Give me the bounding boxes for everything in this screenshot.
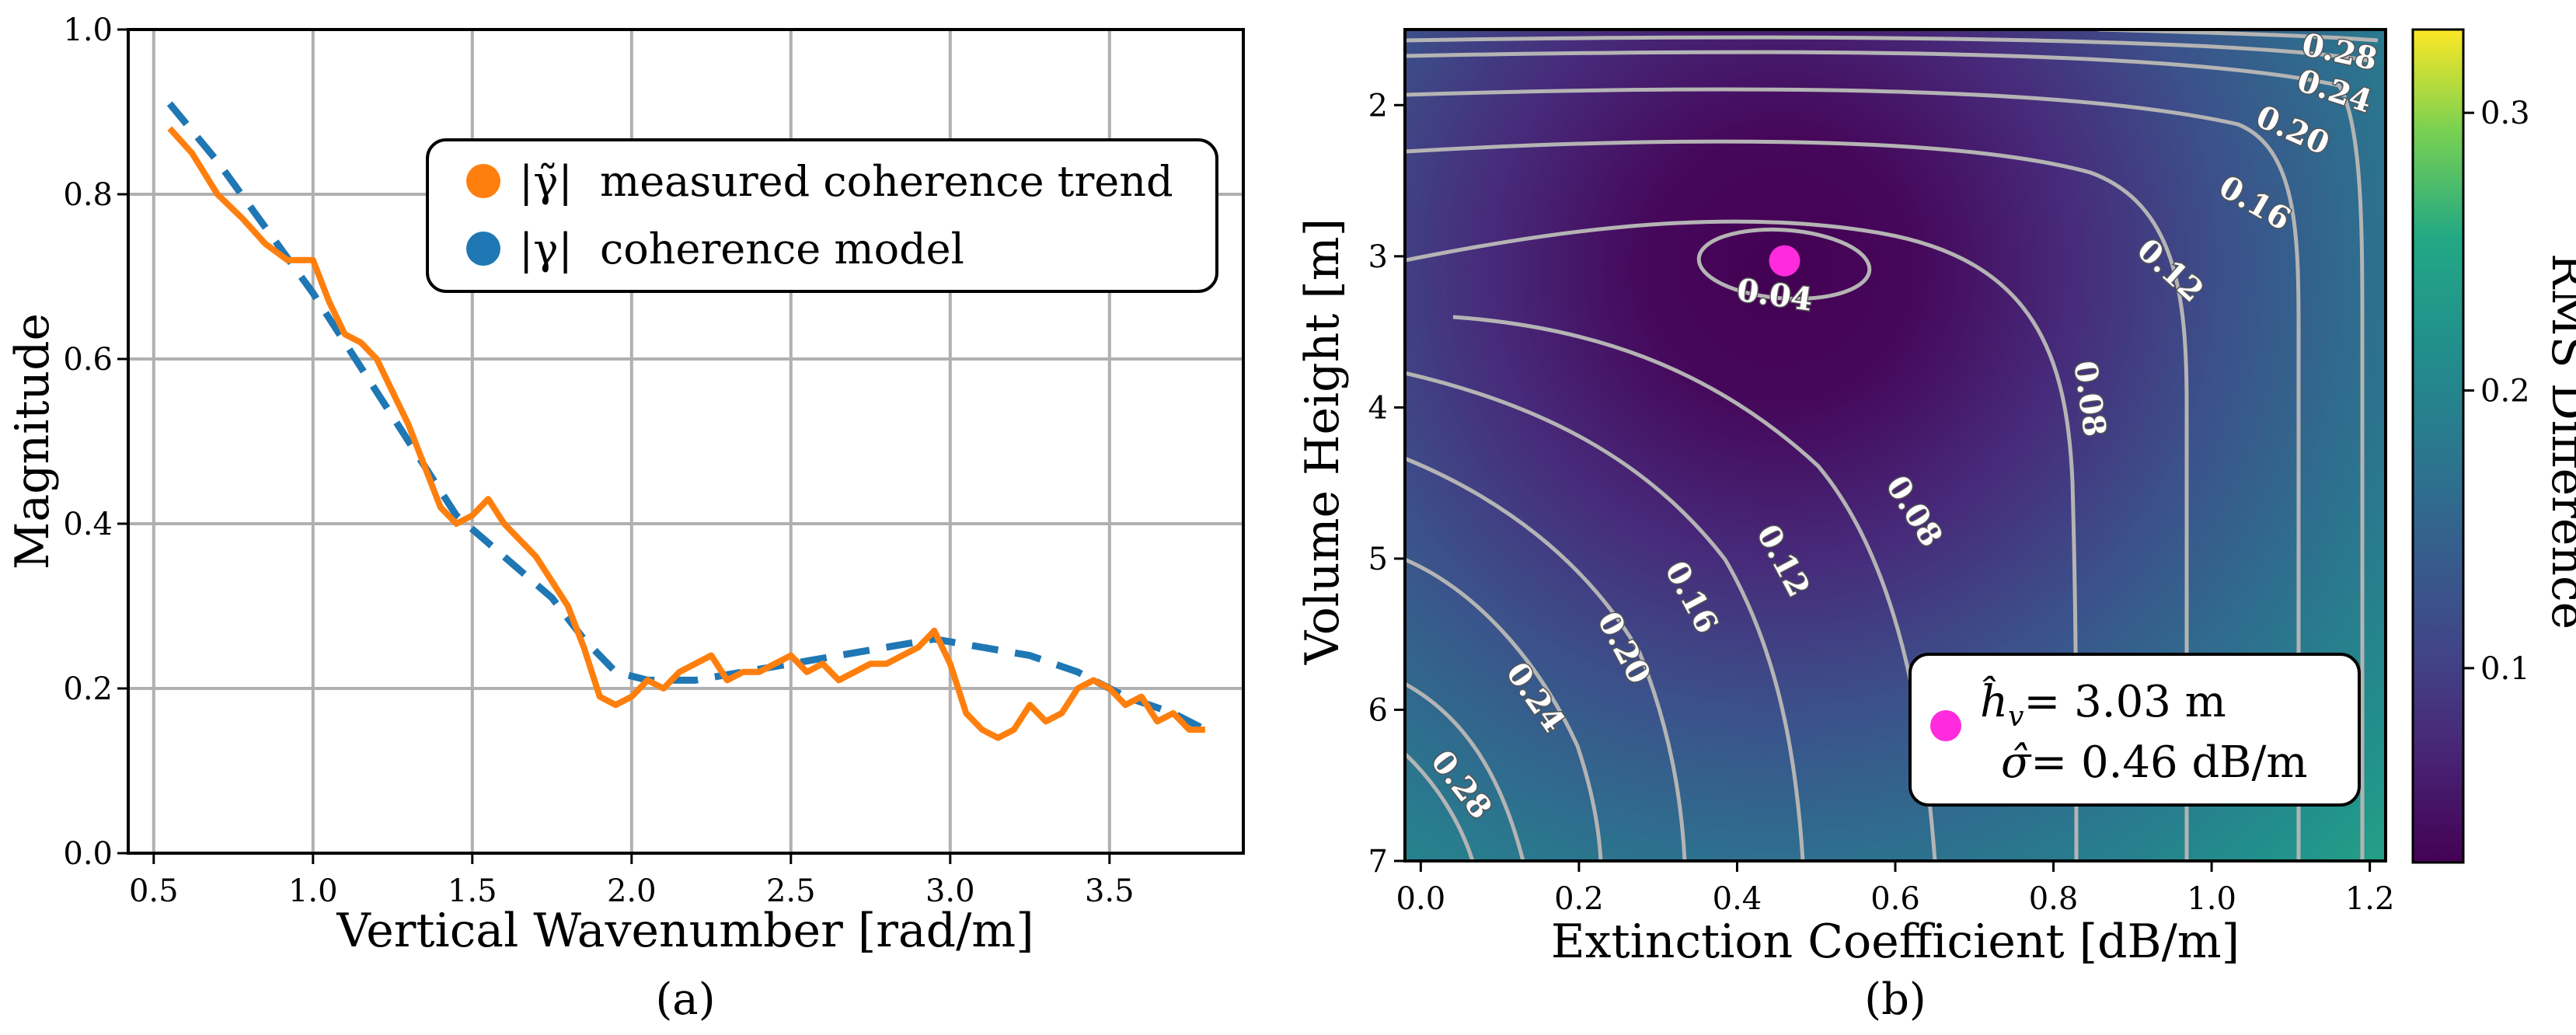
contour-024 xyxy=(1405,35,2369,63)
colorbar-tick-label: 0.3 xyxy=(2480,96,2530,131)
contour-020-left xyxy=(1405,557,1603,861)
contour-016 xyxy=(1405,87,2301,861)
legend-label-model: coherence model xyxy=(600,225,964,274)
rms-xtick-label: 0.8 xyxy=(2029,881,2079,917)
estimate-marker xyxy=(1769,245,1800,277)
rms-xtick-label: 0.0 xyxy=(1396,881,1446,917)
coherence-ytick-label: 0.8 xyxy=(63,177,113,213)
legend-symbol-model: |γ| xyxy=(519,225,573,274)
coherence-ytick-label: 1.0 xyxy=(63,12,113,48)
coherence-legend: |γ̃| measured coherence trend |γ| cohere… xyxy=(426,138,1218,293)
contour-020 xyxy=(1405,50,2365,861)
coherence-ytick-label: 0.6 xyxy=(63,342,113,378)
rms-ytick-label: 3 xyxy=(1368,239,1388,275)
rms-xtick-label: 1.2 xyxy=(2345,881,2395,917)
rms-panel: 0.04 0.08 0.08 0.12 0.12 0.16 0.16 0.20 … xyxy=(1295,25,2576,1025)
rms-ytick-label: 2 xyxy=(1368,88,1388,124)
contour-004 xyxy=(1696,227,1872,301)
coherence-ticks: 0.5 1.0 1.5 2.0 2.5 3.0 3.5 0.0 0.2 0.4 0.6 0.8 1.0 xyxy=(63,12,1134,909)
legend-box xyxy=(426,138,1218,293)
rms-ytick-label: 7 xyxy=(1368,844,1388,880)
coherence-xtick-label: 3.0 xyxy=(925,873,975,909)
contour-016-left xyxy=(1405,456,1687,861)
coherence-model-line xyxy=(166,101,1207,733)
coherence-xtick-label: 2.5 xyxy=(766,873,816,909)
colorbar-tick-label: 0.1 xyxy=(2480,651,2530,687)
estimate-legend-marker xyxy=(1930,710,1961,741)
coherence-xtick-label: 1.5 xyxy=(448,873,497,909)
legend-marker-measured xyxy=(466,164,500,198)
colorbar-ticks: 0.1 0.2 0.3 xyxy=(2463,96,2530,687)
coherence-ylabel: Magnitude xyxy=(5,313,60,570)
coherence-axes-frame xyxy=(127,28,1245,855)
panel-b-label: (b) xyxy=(1864,974,1926,1025)
coherence-xtick-label: 0.5 xyxy=(129,873,179,909)
rms-xtick-label: 1.0 xyxy=(2187,881,2236,917)
rms-contours xyxy=(1405,30,2379,861)
legend-label-measured: measured coherence trend xyxy=(600,157,1173,206)
measured-coherence-line xyxy=(167,126,1205,741)
rms-xtick-label: 0.2 xyxy=(1554,881,1604,917)
rms-xtick-label: 0.4 xyxy=(1713,881,1762,917)
rms-ytick-label: 5 xyxy=(1368,542,1388,577)
rms-xtick-label: 0.6 xyxy=(1870,881,1920,917)
coherence-xtick-label: 3.5 xyxy=(1085,873,1135,909)
contour-024-left xyxy=(1405,681,1525,861)
coherence-panel: 0.5 1.0 1.5 2.0 2.5 3.0 3.50.00.20.40.60.81.0 … xyxy=(5,12,1245,1025)
estimate-height-value: = 3.03 m xyxy=(2024,677,2226,727)
coherence-ytick-label: 0.4 xyxy=(63,507,113,542)
coherence-xtick-label: 2.0 xyxy=(607,873,657,909)
rms-ytick-label: 4 xyxy=(1368,390,1388,426)
coherence-ytick-label: 0.0 xyxy=(63,836,113,872)
rms-ticks: 0.0 0.2 0.4 0.6 0.8 1.0 1.2 2 3 4 5 6 7 xyxy=(1368,88,2395,917)
estimate-annotation: ĥv= 3.03 m σ̂= 0.46 dB/m xyxy=(1908,653,2361,807)
colorbar xyxy=(2411,28,2465,864)
estimate-sigma-value: = 0.46 dB/m xyxy=(2030,737,2307,788)
estimate-box xyxy=(1908,653,2361,807)
contour-012-left xyxy=(1405,371,1805,861)
contour-028-left xyxy=(1405,752,1475,861)
legend-symbol-measured: |γ̃| xyxy=(519,157,573,206)
colorbar-label: RMS Difference xyxy=(2541,253,2576,629)
legend-marker-model xyxy=(466,232,500,266)
coherence-ytick-label: 0.2 xyxy=(63,671,113,707)
colorbar-tick-label: 0.2 xyxy=(2480,374,2530,409)
estimate-sigma: σ̂= 0.46 dB/m xyxy=(2001,737,2307,788)
rms-xlabel: Extinction Coefficient [dB/m] xyxy=(1551,915,2240,969)
coherence-xlabel: Vertical Wavenumber [rad/m] xyxy=(336,904,1034,958)
panel-a-label: (a) xyxy=(655,974,715,1025)
coherence-xtick-label: 1.0 xyxy=(288,873,338,909)
contour-012 xyxy=(1405,139,2189,861)
rms-ylabel: Volume Height [m] xyxy=(1295,218,1350,665)
estimate-height: ĥv= 3.03 m xyxy=(1980,676,2226,733)
rms-ytick-label: 6 xyxy=(1368,692,1388,728)
